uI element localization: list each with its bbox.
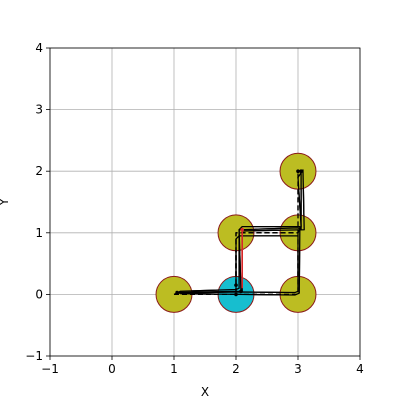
path-end-marker-3 [175, 290, 179, 295]
x-tick-label-0: −1 [41, 362, 59, 376]
y-tick-label-4: 3 [35, 103, 43, 117]
path-end-marker-1 [234, 283, 238, 287]
x-axis-label: X [201, 385, 209, 399]
path-end-marker-5 [234, 292, 238, 297]
path-end-marker-4 [296, 169, 300, 173]
x-tick-label-2: 1 [170, 362, 178, 376]
x-tick-label-1: 0 [108, 362, 116, 376]
trajectory-overlay-5 [235, 232, 299, 296]
y-tick-label-0: −1 [25, 349, 43, 363]
y-tick-label-3: 2 [35, 164, 43, 178]
x-tick-label-3: 2 [232, 362, 240, 376]
y-tick-label-5: 4 [35, 41, 43, 55]
path-end-marker-6 [240, 227, 244, 232]
y-axis-label: Y [0, 198, 11, 207]
y-tick-label-1: 0 [35, 287, 43, 301]
x-tick-label-5: 4 [356, 362, 364, 376]
x-tick-label-4: 3 [294, 362, 302, 376]
y-tick-label-2: 1 [35, 226, 43, 240]
plot-frame [49, 47, 361, 357]
